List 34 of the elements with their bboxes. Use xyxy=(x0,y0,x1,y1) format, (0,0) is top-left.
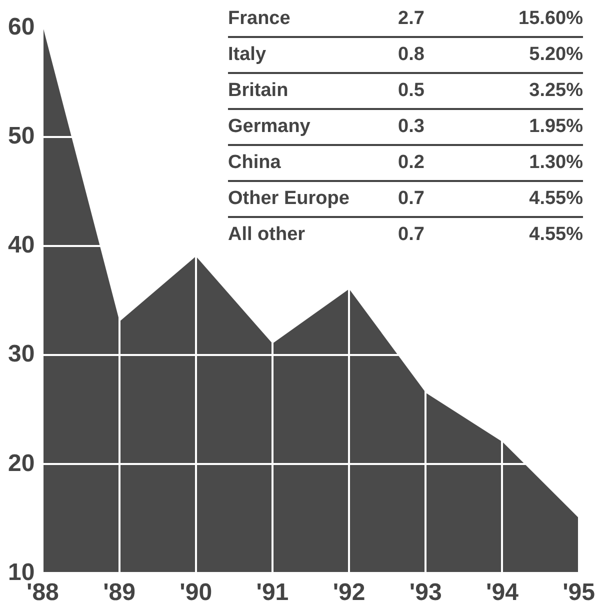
annotation: 4.55% xyxy=(478,182,583,218)
y-tick-label: 40 xyxy=(8,232,35,259)
y-tick-label: 50 xyxy=(8,122,35,150)
annotation: China xyxy=(228,146,398,182)
x-tick-label: '93 xyxy=(409,579,442,606)
annotation: Britain xyxy=(228,74,398,110)
x-tick-label: '95 xyxy=(562,579,595,606)
annotation: Italy xyxy=(228,38,398,74)
y-tick-label: 20 xyxy=(8,450,35,477)
annotation: 1.30% xyxy=(478,146,583,182)
annotation: 0.2 xyxy=(398,146,478,182)
annotation: 1.95% xyxy=(478,110,583,146)
x-tick-label: '91 xyxy=(256,579,289,606)
annotation: Germany xyxy=(228,110,398,146)
annotation: All other xyxy=(228,223,306,247)
annotation: 0.5 xyxy=(398,74,478,110)
annotation: 5.20% xyxy=(478,38,583,74)
annotation: 0.3 xyxy=(398,110,478,146)
annotation: 0.7 xyxy=(398,182,478,218)
annotation: 15.60% xyxy=(478,2,583,38)
annotation: Other Europe xyxy=(228,182,398,218)
x-tick-label: '88 xyxy=(26,579,59,606)
x-tick-label: '89 xyxy=(103,579,136,606)
y-tick-label: 60 xyxy=(8,14,35,41)
annotation: France xyxy=(228,2,398,38)
annotation: 0.7 xyxy=(398,223,426,247)
annotation: 4.55% xyxy=(528,223,583,247)
y-tick-label: 30 xyxy=(8,340,35,368)
annotation: 2.7 xyxy=(398,2,478,38)
annotation: 0.8 xyxy=(398,38,478,74)
x-tick-label: '94 xyxy=(486,579,520,606)
x-tick-label: '92 xyxy=(332,579,366,606)
annotation: 3.25% xyxy=(478,74,583,110)
x-tick-label: '90 xyxy=(180,579,212,606)
